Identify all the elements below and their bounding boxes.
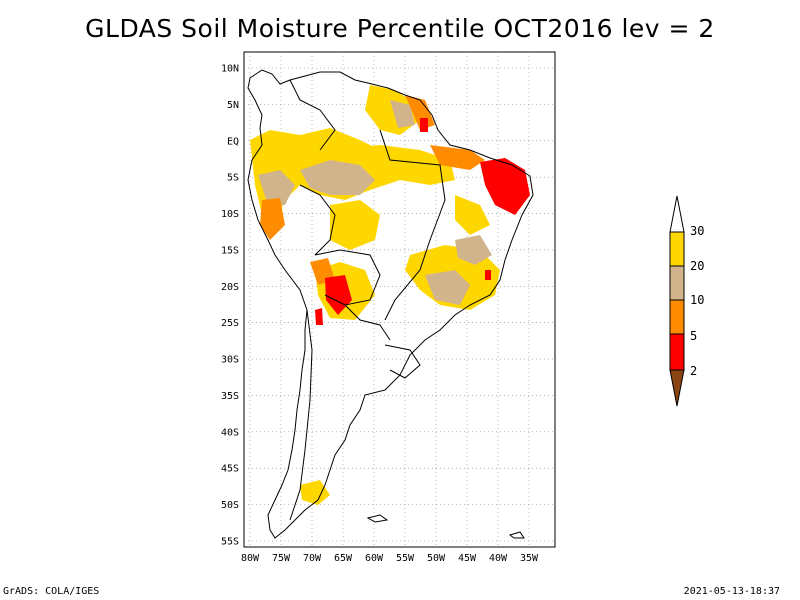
colorbar-10-20 [669,265,685,301]
colorbar-legend: 30 20 10 5 2 [669,195,704,407]
lat-tick-label: 25S [221,318,239,329]
shade-tan-amazon [300,160,375,195]
lat-tick-label: 10N [221,64,239,75]
border-brazil-interior [379,129,446,321]
lat-tick-label: 50S [221,500,239,511]
lat-tick-label: 20S [221,282,239,293]
lon-tick-label: 80W [241,553,260,564]
soil-moisture-shading [250,85,530,505]
shade-yellow-east [455,195,490,235]
colorbar-2-5 [669,333,685,371]
border-peru-brazil [299,184,336,256]
legend-label-5: 5 [690,329,697,343]
shade-red-small-2 [420,118,428,132]
shade-tan-northwest [258,170,295,205]
footer-credit: GrADS: COLA/IGES [3,586,100,597]
colorbar-20-30 [669,231,685,267]
colorbar-top-triangle [669,195,685,233]
lon-tick-label: 45W [458,553,477,564]
border-uruguay [384,344,421,379]
shade-tan-guiana [390,100,415,128]
shade-red-small-1 [315,308,323,325]
lon-tick-label: 55W [396,553,415,564]
legend-label-30: 30 [690,224,704,238]
lon-tick-label: 35W [520,553,539,564]
lat-tick-label: 30S [221,355,239,366]
shade-red-small-3 [485,270,491,280]
legend-label-2: 2 [690,364,697,378]
lat-tick-label: 55S [221,537,239,548]
shade-tan-east [455,235,492,265]
colorbar-5-10 [669,299,685,335]
coastline-and-borders [247,69,534,539]
border-colombia-venezuela [289,79,336,151]
border-paraguay [344,304,391,341]
footer-timestamp: 2021-05-13-18:37 [683,586,780,597]
legend-label-10: 10 [690,293,704,307]
border-argentina-chile [289,309,313,521]
south-america-coastline [247,69,534,539]
lat-tick-label: 5N [227,100,239,111]
lat-tick-label: 40S [221,427,239,438]
shade-yellow-patagonia [300,480,330,505]
shade-tan-southeast [425,270,470,305]
islands [366,514,525,539]
shade-orange-northeast [430,145,485,170]
lon-tick-label: 50W [427,553,446,564]
lat-tick-label: EQ [227,136,239,147]
lat-tick-label: 15S [221,245,239,256]
lon-tick-label: 40W [489,553,508,564]
longitude-tick-labels: 80W 75W 70W 65W 60W 55W 50W 45W 40W 35W [241,553,539,564]
lon-tick-label: 70W [303,553,322,564]
legend-label-20: 20 [690,259,704,273]
lon-tick-label: 65W [334,553,353,564]
shade-yellow-central [330,200,380,250]
lat-tick-label: 45S [221,464,239,475]
lon-tick-label: 75W [272,553,291,564]
map-title: GLDAS Soil Moisture Percentile OCT2016 l… [85,14,715,43]
colorbar-bottom-triangle [669,369,685,407]
lat-tick-label: 35S [221,391,239,402]
latitude-tick-labels: 10N 5N EQ 5S 10S 15S 20S 25S 30S 35S 40S 45S 50S 55S [221,64,239,548]
lon-tick-label: 60W [365,553,384,564]
lat-tick-label: 10S [221,209,239,220]
map-gridlines [244,52,555,547]
shade-orange-west [260,198,285,240]
lat-tick-label: 5S [227,173,239,184]
shade-red-northeast [480,158,530,215]
